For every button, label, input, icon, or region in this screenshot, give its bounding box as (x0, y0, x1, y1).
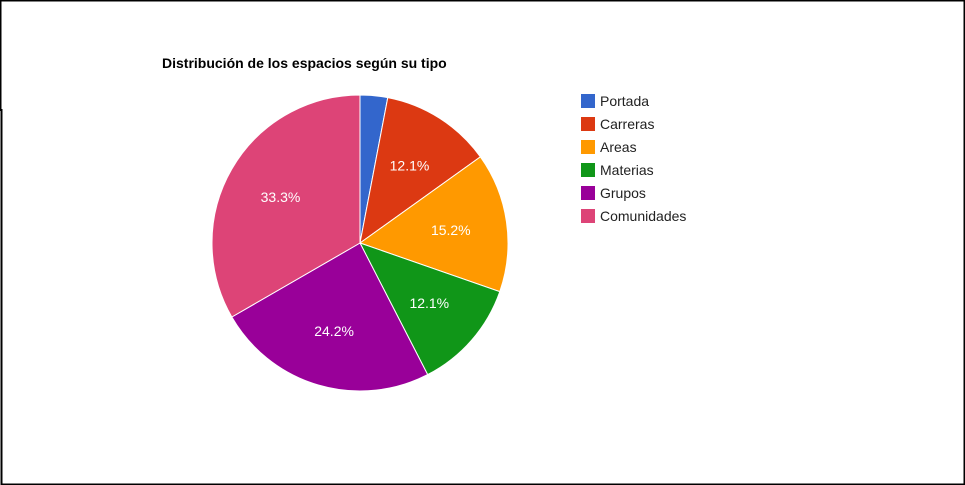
legend-item-materias[interactable]: Materias (581, 162, 654, 178)
legend-label: Portada (600, 93, 649, 109)
pie-slice-areas[interactable] (358, 156, 509, 293)
legend-label: Materias (600, 162, 654, 178)
slice-label-areas: 15.2% (431, 222, 471, 238)
pie-slice-materias[interactable] (358, 242, 501, 376)
legend-item-comunidades[interactable]: Comunidades (581, 208, 686, 224)
legend-swatch (581, 163, 595, 177)
legend-item-carreras[interactable]: Carreras (581, 116, 654, 132)
legend-item-portada[interactable]: Portada (581, 93, 649, 109)
pie-slice-carreras[interactable] (359, 97, 482, 245)
legend-label: Carreras (600, 116, 654, 132)
pie-slice-comunidades[interactable] (211, 94, 361, 318)
slice-label-grupos: 24.2% (314, 323, 354, 339)
legend-swatch (581, 140, 595, 154)
slice-label-materias: 12.1% (409, 295, 449, 311)
legend-item-areas[interactable]: Areas (581, 139, 637, 155)
legend-label: Areas (600, 139, 637, 155)
chart-title: Distribución de los espacios según su ti… (162, 55, 447, 71)
legend-label: Grupos (600, 185, 646, 201)
legend-swatch (581, 94, 595, 108)
legend-swatch (581, 209, 595, 223)
slice-label-comunidades: 33.3% (261, 189, 301, 205)
pie-slice-grupos[interactable] (231, 242, 429, 392)
pie-chart: 12.1% 15.2% 12.1% 24.2% 33.3% (211, 94, 509, 392)
chart-legend: Portada Carreras Areas Materias Grupos Comuni… (581, 93, 686, 224)
slice-label-carreras: 12.1% (390, 158, 430, 174)
legend-item-grupos[interactable]: Grupos (581, 185, 646, 201)
legend-label: Comunidades (600, 208, 686, 224)
legend-swatch (581, 117, 595, 131)
legend-swatch (581, 186, 595, 200)
